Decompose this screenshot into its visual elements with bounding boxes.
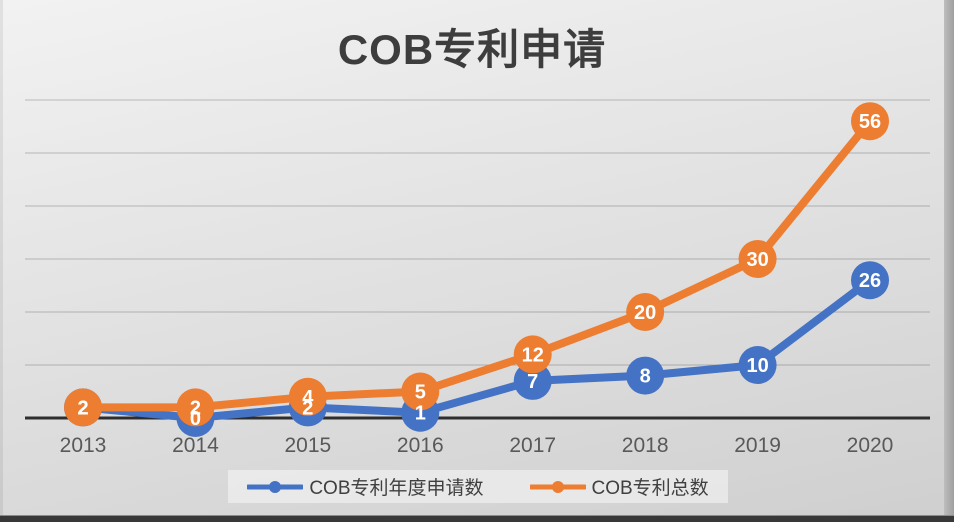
data-label: 8 (640, 366, 651, 388)
data-point-marker (288, 377, 327, 416)
data-label: 0 (190, 408, 201, 430)
data-point-marker (513, 361, 552, 400)
data-point-marker (851, 102, 890, 141)
data-label: 26 (859, 270, 881, 292)
data-label: 1 (415, 403, 426, 425)
data-label: 56 (859, 111, 881, 133)
legend-item-total: COB专利总数 (529, 473, 709, 500)
slide-right-edge (944, 0, 954, 516)
data-point-marker (738, 346, 777, 384)
data-label: 12 (522, 344, 544, 366)
data-point-marker (626, 356, 665, 395)
x-tick-label: 2016 (397, 434, 444, 457)
x-tick-label: 2015 (285, 434, 332, 457)
data-point-marker (64, 388, 102, 427)
data-label: 20 (634, 302, 656, 324)
data-point-marker (401, 372, 440, 411)
data-label: 5 (415, 382, 426, 404)
x-tick-label: 2019 (734, 434, 781, 457)
data-label: 2 (302, 397, 313, 419)
chart-title: COB专利申请 (337, 26, 607, 73)
data-point-marker (626, 293, 665, 331)
legend-label-total: COB专利总数 (591, 478, 709, 499)
data-point-marker (176, 388, 215, 427)
x-tick-label: 2017 (509, 434, 556, 457)
data-point-marker (851, 261, 890, 300)
data-point-marker (738, 240, 777, 278)
x-tick-label: 2014 (172, 434, 219, 457)
data-label: 2 (190, 397, 201, 419)
data-point-marker (513, 335, 552, 374)
x-tick-label: 2013 (60, 434, 107, 457)
x-tick-label: 2018 (622, 434, 669, 457)
legend-line-marker-icon (247, 480, 304, 493)
data-label: 7 (527, 371, 538, 393)
legend-line-marker-icon (529, 480, 586, 493)
data-label: 10 (746, 355, 768, 377)
legend-label-annual: COB专利年度申请数 (309, 478, 484, 499)
x-tick-label: 2020 (847, 434, 894, 457)
slide-left-edge (0, 0, 3, 516)
legend: COB专利年度申请数 COB专利总数 (228, 470, 728, 503)
legend-item-annual: COB专利年度申请数 (247, 473, 484, 500)
data-label: 2 (77, 397, 88, 419)
data-label: 2 (77, 397, 88, 419)
data-label: 30 (746, 249, 768, 271)
data-label: 4 (302, 387, 314, 409)
slide-bottom-edge (0, 515, 954, 522)
